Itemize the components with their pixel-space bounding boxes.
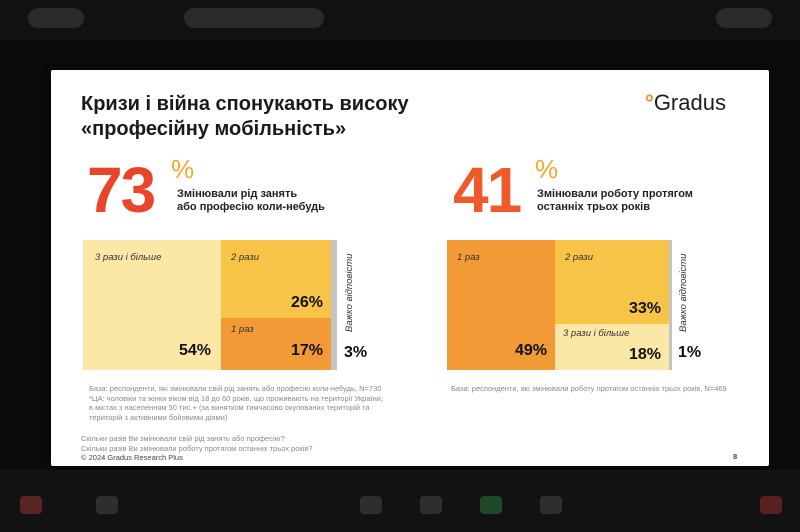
question-block: Скільки разів Ви змінювали свій рід заня… bbox=[81, 434, 481, 453]
cell-value: 18% bbox=[628, 346, 661, 363]
treemap-cell-dontknow bbox=[331, 240, 337, 370]
note-line: База: респонденти, які змінювали свій рі… bbox=[89, 384, 382, 393]
chat-icon[interactable] bbox=[420, 496, 442, 514]
treemap-cell-3plus: 3 рази і більше 18% bbox=[555, 324, 669, 370]
dontknow-label: Важко відповісти bbox=[678, 253, 689, 332]
left-base-note: База: респонденти, які змінювали свій рі… bbox=[89, 384, 409, 422]
left-lead-text: Змінювали рід занять або професію коли-н… bbox=[177, 188, 325, 214]
leave-icon[interactable] bbox=[760, 496, 782, 514]
cell-value: 49% bbox=[514, 342, 547, 359]
share-screen-icon[interactable] bbox=[480, 496, 502, 514]
share-title-pill[interactable] bbox=[184, 8, 324, 28]
gradus-logo: °Gradus bbox=[645, 90, 726, 116]
logo-mark-icon: ° bbox=[645, 90, 654, 115]
cell-value: 17% bbox=[290, 342, 323, 359]
question-line: Скільки разів Ви змінювали роботу протяг… bbox=[81, 443, 313, 453]
right-lead-text: Змінювали роботу протягом останніх трьох… bbox=[537, 188, 693, 214]
dontknow-label: Важко відповісти bbox=[344, 253, 355, 332]
dontknow-value: 3% bbox=[344, 344, 368, 361]
cell-label: 1 раз bbox=[457, 252, 480, 263]
treemap-cell-3plus: 3 рази і більше 54% bbox=[83, 240, 221, 370]
page-number: 8 bbox=[733, 452, 738, 461]
right-big-number: 41 bbox=[453, 154, 522, 226]
cell-label: 2 рази bbox=[231, 252, 259, 263]
right-lead-line2: останніх трьох років bbox=[537, 201, 650, 213]
question-line: Скільки разів Ви змінювали свій рід заня… bbox=[81, 434, 285, 443]
treemap-cell-2times: 2 рази 26% bbox=[221, 240, 331, 318]
right-percent-sign: % bbox=[535, 154, 559, 184]
note-line: в містах з населенням 50 тис.+ (за винят… bbox=[89, 403, 370, 412]
copyright: © 2024 Gradus Research Plus bbox=[81, 453, 183, 462]
note-line: База: респонденти, які змінювали роботу … bbox=[451, 384, 727, 393]
participants-icon[interactable] bbox=[360, 496, 382, 514]
slide-title: Кризи і війна спонукають високу «професі… bbox=[81, 93, 409, 140]
left-percent-sign: % bbox=[171, 154, 195, 184]
reactions-icon[interactable] bbox=[540, 496, 562, 514]
cell-label: 3 рази і більше bbox=[95, 252, 162, 263]
meeting-top-bar bbox=[0, 0, 800, 40]
treemap-cell-dontknow bbox=[669, 240, 672, 370]
cell-label: 2 рази bbox=[565, 252, 593, 263]
right-base-note: База: респонденти, які змінювали роботу … bbox=[451, 384, 751, 394]
left-lead-line2: або професію коли-небудь bbox=[177, 201, 325, 213]
treemap-cell-1time: 1 раз 17% bbox=[221, 318, 331, 370]
left-big-number: 73 bbox=[87, 154, 156, 226]
cell-value: 26% bbox=[290, 294, 323, 311]
meeting-toolbar bbox=[0, 470, 800, 532]
view-options-pill[interactable] bbox=[716, 8, 772, 28]
logo-text: Gradus bbox=[653, 90, 726, 115]
camera-icon[interactable] bbox=[96, 496, 118, 514]
participant-name-pill[interactable] bbox=[28, 8, 84, 28]
dontknow-value: 1% bbox=[678, 344, 702, 361]
note-line: *ЦА: чоловіки та жінки віком від 18 до 6… bbox=[89, 393, 384, 403]
note-line: територій з активними бойовими діями) bbox=[89, 412, 228, 422]
right-lead-line1: Змінювали роботу протягом bbox=[537, 188, 693, 200]
mic-icon[interactable] bbox=[20, 496, 42, 514]
cell-label: 1 раз bbox=[231, 324, 254, 335]
cell-value: 54% bbox=[178, 342, 211, 359]
treemap-cell-1time: 1 раз 49% bbox=[447, 240, 555, 370]
cell-label: 3 рази і більше bbox=[563, 328, 630, 339]
left-lead-line1: Змінювали рід занять bbox=[177, 188, 298, 200]
cell-value: 33% bbox=[628, 300, 661, 317]
presentation-slide: Кризи і війна спонукають високу «професі… bbox=[51, 70, 769, 466]
treemap-cell-2times: 2 рази 33% bbox=[555, 240, 669, 324]
